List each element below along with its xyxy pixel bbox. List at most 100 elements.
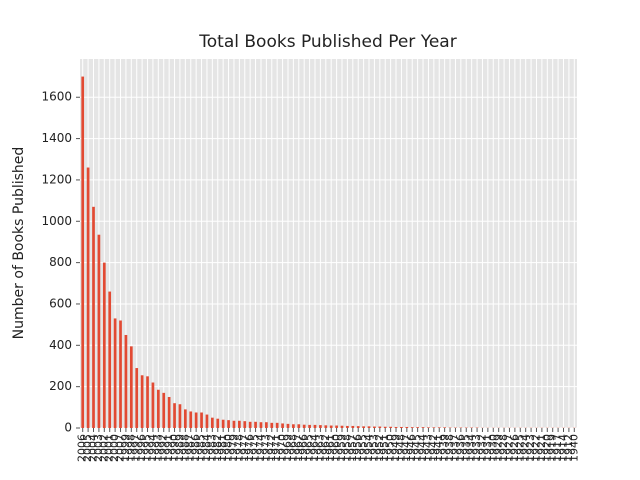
bar: [367, 426, 371, 428]
x-tick-label: 1959: [335, 434, 348, 462]
x-tick-label: 1935: [459, 434, 472, 462]
x-tick-label: 1929: [492, 434, 505, 462]
x-tick-label: 2007: [114, 434, 127, 462]
bar: [238, 420, 241, 428]
bar: [346, 425, 349, 428]
x-tick-label: 1971: [270, 434, 283, 462]
x-tick-label: 1998: [124, 434, 137, 462]
x-tick-label: 1980: [222, 434, 235, 462]
x-tick-label: 1920: [540, 434, 553, 462]
x-tick-label: 1926: [508, 434, 521, 462]
x-tick-label: 1983: [205, 434, 218, 462]
bar: [108, 291, 112, 428]
bar: [292, 424, 295, 428]
y-tick-label: 200: [49, 379, 72, 393]
x-tick-label: 1972: [265, 434, 278, 462]
bar: [113, 318, 117, 428]
x-tick-label: 2006: [76, 434, 89, 462]
y-tick-label: 800: [49, 255, 72, 269]
x-tick-label: 1992: [157, 434, 170, 462]
bar: [248, 421, 252, 428]
x-tick-label: 1946: [405, 434, 418, 462]
bar: [243, 421, 247, 428]
x-tick-label: 1947: [400, 434, 413, 462]
x-tick-label: 1973: [259, 434, 272, 462]
x-tick-label: 1981: [216, 434, 229, 462]
x-tick-label: 1979: [227, 434, 240, 462]
x-tick-label: 1937: [448, 434, 461, 462]
x-tick-label: 1914: [556, 434, 569, 462]
bar: [183, 409, 187, 428]
bar: [286, 423, 290, 428]
y-tick-label: 1200: [41, 172, 72, 186]
bar: [335, 425, 338, 428]
x-tick-label: 1925: [513, 434, 526, 462]
x-tick-label: 1951: [378, 434, 391, 462]
x-tick-label: 1952: [373, 434, 386, 462]
bar: [151, 382, 155, 428]
x-tick-label: 1939: [438, 434, 451, 462]
x-tick-label: 1927: [502, 434, 515, 462]
x-tick-label: 1962: [319, 434, 332, 462]
bar: [102, 262, 106, 428]
x-tick-label: 1987: [184, 434, 197, 462]
bar: [356, 426, 360, 428]
bar: [308, 424, 311, 428]
bar: [416, 427, 419, 428]
bar: [351, 425, 355, 428]
x-tick-label: 1989: [173, 434, 186, 462]
bar: [340, 425, 344, 428]
x-tick-label: 1955: [357, 434, 370, 462]
x-tick-label: 1919: [546, 434, 559, 462]
x-tick-label: 1923: [524, 434, 537, 462]
x-tick-label: 1991: [162, 434, 175, 462]
bar: [421, 427, 425, 428]
bar: [81, 76, 85, 429]
x-tick-label: 1984: [200, 434, 213, 462]
plot-area: [80, 59, 577, 428]
bar: [216, 418, 220, 428]
bar: [410, 427, 414, 428]
x-tick-label: 1938: [443, 434, 456, 462]
bar: [205, 414, 209, 428]
bar: [319, 425, 322, 428]
x-tick-label: 1912: [562, 434, 575, 462]
x-tick-label: 2000: [108, 434, 121, 462]
bar: [194, 412, 198, 428]
bar: [232, 420, 236, 428]
bar: [140, 375, 144, 428]
bar: [97, 234, 101, 428]
x-tick-label: 1985: [195, 434, 208, 462]
bar: [383, 426, 387, 428]
x-tick-label: 1986: [189, 434, 202, 462]
x-tick-label: 2003: [92, 434, 105, 462]
x-tick-label: 1978: [232, 434, 245, 462]
x-tick-label: 1975: [249, 434, 262, 462]
bar: [189, 411, 193, 428]
x-tick-label: 1934: [465, 434, 478, 462]
bar: [211, 417, 214, 428]
bar: [275, 422, 279, 428]
x-tick-label: 1948: [394, 434, 407, 462]
bar: [221, 419, 225, 428]
x-tick-label: 1970: [276, 434, 289, 462]
bar: [227, 420, 230, 428]
y-tick-label: 1000: [41, 214, 72, 228]
x-tick-label: 1921: [535, 434, 548, 462]
x-tick-label: 1928: [497, 434, 510, 462]
bar: [394, 426, 398, 428]
x-tick-label: 1976: [243, 434, 256, 462]
x-tick-label: 1969: [281, 434, 294, 462]
x-tick-label: 1982: [211, 434, 224, 462]
bar: [135, 368, 139, 428]
bar: [373, 426, 376, 428]
bar: [437, 427, 441, 428]
y-tick-label: 400: [49, 338, 72, 352]
x-tick-label: 1945: [411, 434, 424, 462]
x-tick-label: 2002: [97, 434, 110, 462]
x-tick-label: 1941: [432, 434, 445, 462]
x-tick-label: 1960: [330, 434, 343, 462]
bar: [400, 426, 403, 428]
y-tick-label: 1600: [41, 90, 72, 104]
bar: [119, 320, 122, 428]
